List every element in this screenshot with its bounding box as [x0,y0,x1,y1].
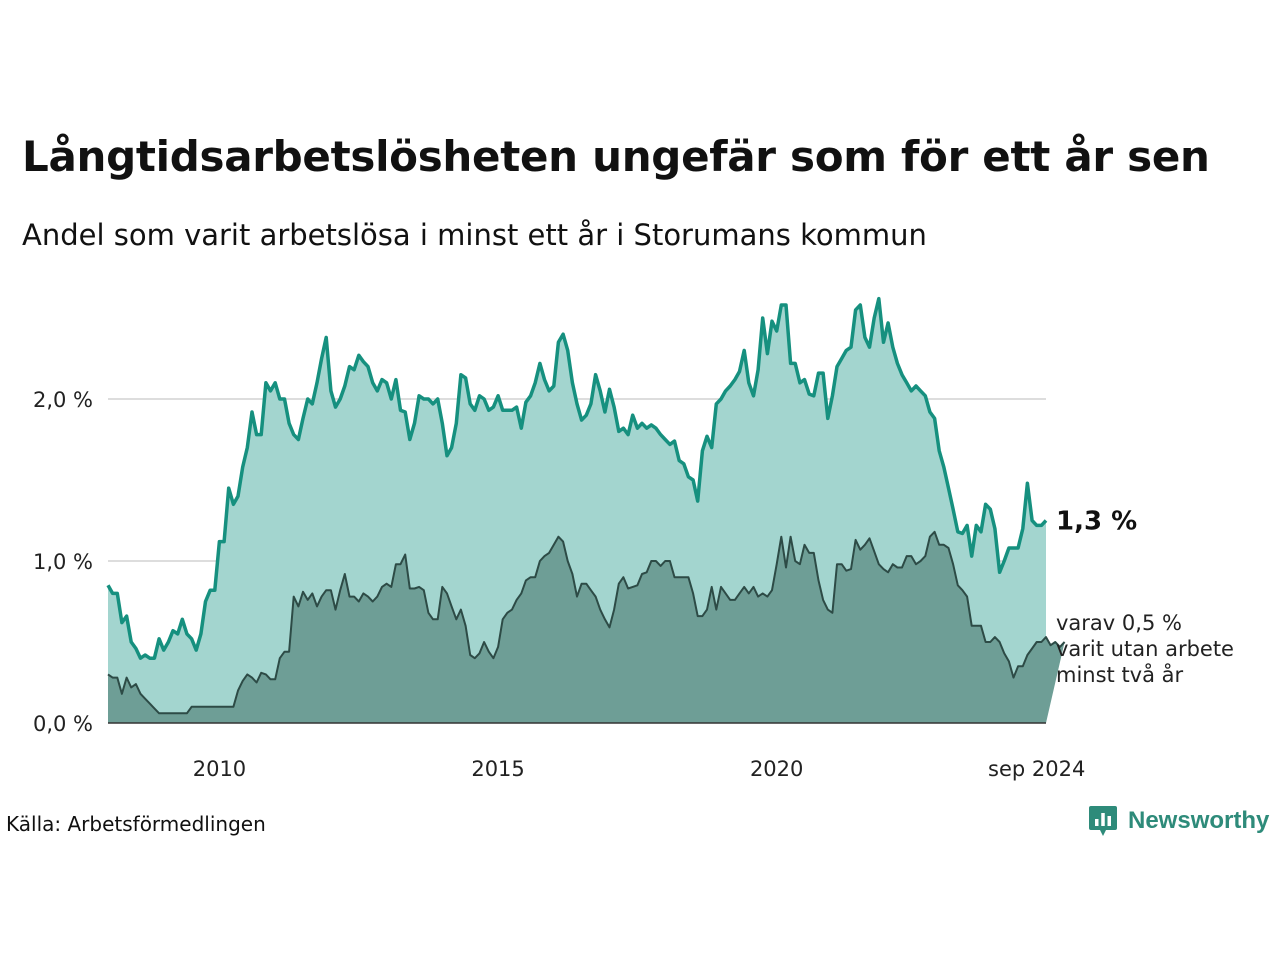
brand-logo[interactable]: Newsworthy [1088,804,1269,838]
line-total-unemployment [106,296,1048,660]
source-note: Källa: Arbetsförmedlingen [6,812,266,836]
chart-title: Långtidsarbetslösheten ungefär som för e… [22,132,1210,181]
area-two-year-unemployment [108,531,1065,723]
x-tick-label: 2015 [471,757,524,781]
y-tick-label: 2,0 % [33,388,93,412]
end-value-label-sub: minst två år [1056,662,1184,687]
chart-subtitle: Andel som varit arbetslösa i minst ett å… [22,218,927,252]
x-tick-label: 2020 [750,757,803,781]
y-tick-label: 1,0 % [33,550,93,574]
x-axis: 2010 2015 2020 sep 2024 [193,757,1086,781]
bar-chart-icon [1089,806,1117,836]
y-axis: 0,0 % 1,0 % 2,0 % [33,388,93,736]
line-two-year-unemployment [107,530,1066,715]
end-value-label-sub: varit utan arbete [1056,637,1234,661]
x-tick-label: 2010 [193,757,246,781]
y-tick-label: 0,0 % [33,712,93,736]
end-value-label-total: 1,3 % [1056,507,1137,537]
brand-name: Newsworthy [1128,807,1270,834]
end-value-label-sub: varav 0,5 % [1056,611,1182,635]
x-tick-label: sep 2024 [988,757,1085,781]
